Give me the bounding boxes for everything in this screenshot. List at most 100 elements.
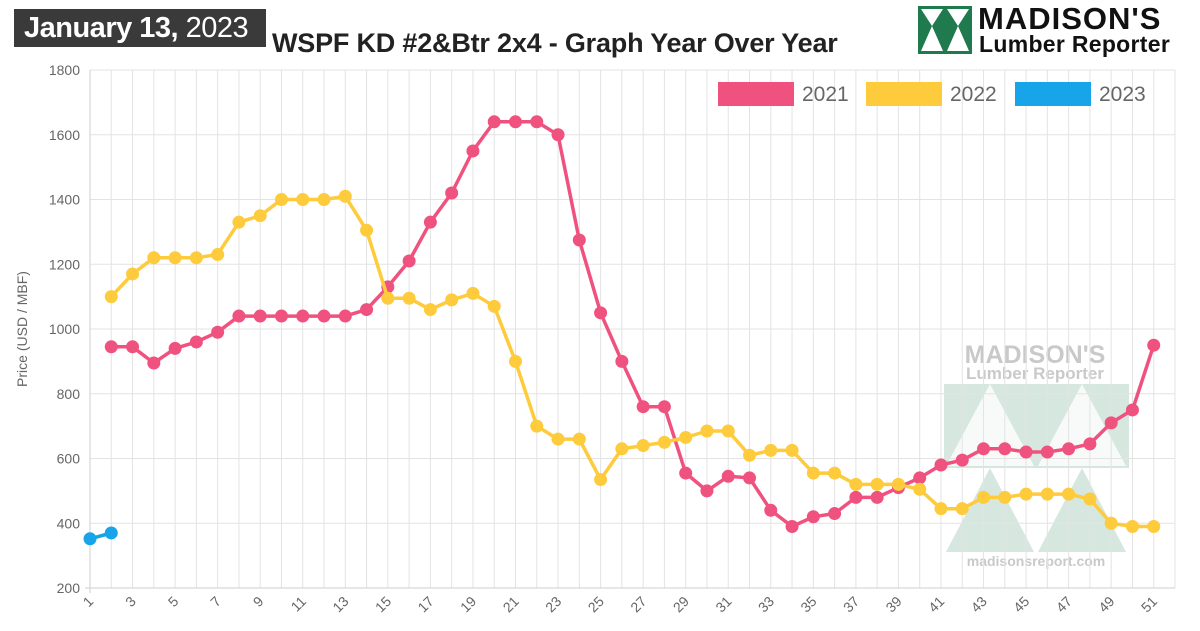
- data-point-2023: [83, 532, 97, 546]
- data-point-2021: [402, 254, 416, 268]
- data-point-2022: [721, 424, 735, 438]
- data-point-2022: [594, 473, 608, 487]
- data-point-2021: [551, 128, 565, 142]
- x-tick-label: 17: [414, 593, 436, 615]
- data-point-2021: [253, 309, 267, 323]
- data-point-2021: [849, 490, 863, 504]
- data-point-2022: [955, 502, 969, 516]
- y-tick-label: 1600: [49, 127, 80, 143]
- data-point-2022: [1104, 516, 1118, 530]
- data-point-2022: [849, 477, 863, 491]
- watermark-peak: [946, 468, 1034, 552]
- watermark-peak: [1038, 468, 1126, 552]
- legend-swatch-2021: [718, 82, 794, 106]
- watermark-line1: MADISON'S: [965, 341, 1106, 369]
- data-point-2022: [806, 466, 820, 480]
- data-point-2022: [764, 443, 778, 457]
- data-point-2021: [487, 115, 501, 129]
- data-point-2022: [211, 248, 225, 262]
- x-tick-label: 23: [542, 593, 564, 615]
- data-point-2022: [1062, 487, 1076, 501]
- data-point-2022: [104, 290, 118, 304]
- x-tick-label: 19: [457, 593, 479, 615]
- data-point-2021: [1083, 437, 1097, 451]
- data-point-2021: [1104, 416, 1118, 430]
- data-point-2021: [317, 309, 331, 323]
- data-point-2021: [721, 469, 735, 483]
- x-tick-label: 31: [712, 593, 734, 615]
- x-tick-label: 25: [585, 593, 607, 615]
- data-point-2022: [487, 299, 501, 313]
- series-2023: [83, 526, 118, 546]
- legend-swatch-2023: [1015, 82, 1091, 106]
- x-tick-label: 3: [122, 593, 139, 610]
- data-point-2022: [530, 419, 544, 433]
- data-point-2021: [870, 490, 884, 504]
- data-point-2021: [1040, 445, 1054, 459]
- data-point-2022: [1083, 492, 1097, 506]
- date-main: January 13,: [24, 12, 179, 44]
- series-group: [83, 115, 1161, 546]
- logo-line2: Lumber Reporter: [979, 31, 1171, 57]
- data-point-2021: [743, 471, 757, 485]
- data-point-2022: [679, 430, 693, 444]
- x-tick-label: 29: [670, 593, 692, 615]
- data-point-2021: [913, 471, 927, 485]
- data-point-2022: [572, 432, 586, 446]
- legend-swatch-2022: [866, 82, 942, 106]
- data-point-2022: [828, 466, 842, 480]
- data-point-2022: [1147, 519, 1161, 533]
- data-point-2022: [934, 502, 948, 516]
- x-tick-label: 41: [925, 593, 947, 615]
- data-point-2022: [785, 443, 799, 457]
- data-point-2021: [785, 519, 799, 533]
- legend-label-2022: 2022: [950, 83, 997, 106]
- data-point-2022: [636, 439, 650, 453]
- data-point-2021: [955, 453, 969, 467]
- data-point-2022: [1040, 487, 1054, 501]
- data-point-2022: [253, 209, 267, 223]
- data-point-2022: [551, 432, 565, 446]
- y-tick-label: 400: [57, 515, 81, 531]
- logo-line1: MADISON'S: [978, 1, 1162, 36]
- x-tick-label: 35: [797, 593, 819, 615]
- data-point-2021: [636, 400, 650, 414]
- data-point-2022: [381, 291, 395, 305]
- data-point-2022: [1019, 487, 1033, 501]
- y-axis-label: Price (USD / MBF): [14, 271, 30, 387]
- x-tick-label: 7: [207, 593, 224, 610]
- data-point-2021: [232, 309, 246, 323]
- x-tick-label: 51: [1138, 593, 1160, 615]
- data-point-2021: [104, 340, 118, 354]
- y-tick-label: 600: [57, 451, 81, 467]
- data-point-2021: [764, 503, 778, 517]
- brand-logo: MADISON'S Lumber Reporter: [918, 1, 1196, 57]
- data-point-2021: [126, 340, 140, 354]
- data-point-2022: [402, 291, 416, 305]
- data-point-2023: [104, 526, 118, 540]
- x-tick-label: 9: [250, 593, 267, 610]
- y-tick-label: 1800: [49, 62, 80, 78]
- data-point-2021: [1019, 445, 1033, 459]
- data-point-2022: [423, 303, 437, 317]
- x-tick-label: 39: [882, 593, 904, 615]
- data-point-2021: [594, 306, 608, 320]
- x-tick-label: 11: [288, 593, 310, 615]
- data-point-2022: [147, 251, 161, 265]
- data-point-2021: [977, 442, 991, 456]
- data-point-2022: [274, 193, 288, 206]
- data-point-2022: [466, 286, 480, 300]
- data-point-2022: [296, 193, 310, 206]
- legend-label-2021: 2021: [802, 83, 849, 106]
- y-tick-label: 800: [57, 386, 81, 402]
- x-tick-label: 1: [80, 593, 97, 610]
- data-point-2021: [1125, 403, 1139, 417]
- date-year: 2023: [178, 12, 249, 44]
- data-point-2022: [743, 448, 757, 462]
- data-point-2022: [700, 424, 714, 438]
- data-point-2022: [232, 215, 246, 229]
- data-point-2021: [338, 309, 352, 323]
- data-point-2021: [998, 442, 1012, 456]
- data-point-2021: [211, 325, 225, 339]
